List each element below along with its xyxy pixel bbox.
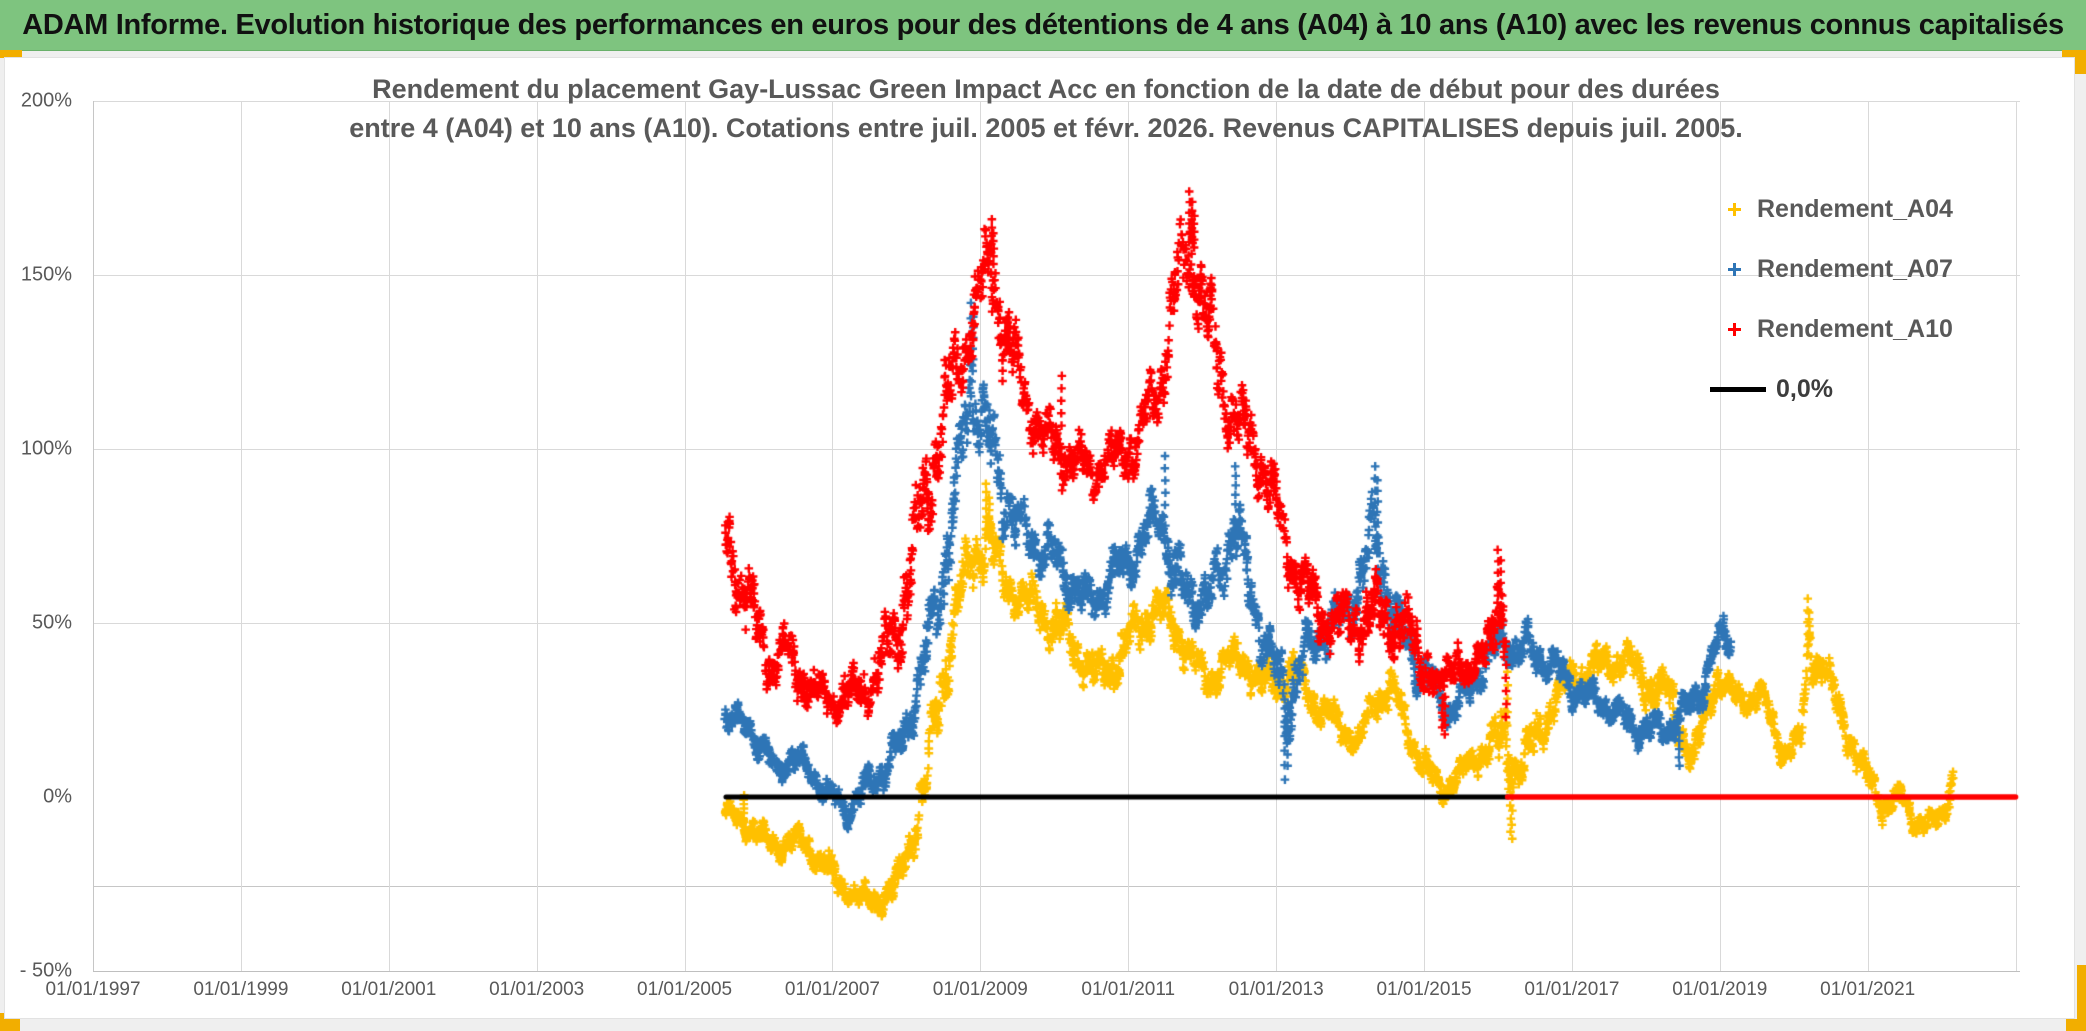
x-axis-label: 01/01/2005	[637, 979, 733, 1000]
chart-title-line1: Rendement du placement Gay-Lussac Green …	[372, 74, 1720, 104]
legend-marker-a10-icon	[1728, 323, 1741, 336]
legend-label-a10: Rendement_A10	[1757, 315, 1953, 343]
x-axis-label: 01/01/1997	[45, 979, 141, 1000]
legend: Rendement_A04 Rendement_A07 Rendement_A1…	[1710, 190, 1953, 409]
x-axis-label: 01/01/2021	[1820, 979, 1916, 1000]
x-axis-label: 01/01/2019	[1672, 979, 1768, 1000]
x-axis-label: 01/01/2009	[932, 979, 1028, 1000]
x-axis-label: 01/01/2013	[1228, 979, 1324, 1000]
x-axis-label: 01/01/2017	[1524, 979, 1620, 1000]
legend-zero-line-icon	[1710, 387, 1766, 392]
x-axis-label: 01/01/2011	[1081, 979, 1176, 1000]
x-axis-label: 01/01/1999	[193, 979, 289, 1000]
y-axis-label: - 50%	[19, 959, 72, 982]
y-axis-label: 0%	[43, 785, 72, 808]
legend-marker-a07-icon	[1728, 263, 1741, 276]
x-axis-label: 01/01/2007	[784, 979, 880, 1000]
x-axis-label: 01/01/2003	[489, 979, 585, 1000]
legend-item-a10: Rendement_A10	[1728, 310, 1953, 349]
legend-item-a07: Rendement_A07	[1728, 250, 1953, 289]
legend-item-a04: Rendement_A04	[1728, 190, 1953, 229]
chart-title: Rendement du placement Gay-Lussac Green …	[246, 70, 1846, 148]
y-axis-label: 50%	[31, 611, 72, 634]
y-axis-label: 200%	[20, 89, 72, 112]
y-axis-label: 100%	[20, 437, 72, 460]
y-axis-label: 150%	[20, 263, 72, 286]
legend-label-zero: 0,0%	[1776, 375, 1833, 403]
legend-label-a07: Rendement_A07	[1757, 255, 1953, 283]
legend-item-zero: 0,0%	[1710, 370, 1953, 409]
x-axis-label: 01/01/2001	[341, 979, 437, 1000]
x-axis-label: 01/01/2015	[1376, 979, 1472, 1000]
legend-label-a04: Rendement_A04	[1757, 195, 1953, 223]
legend-marker-a04-icon	[1728, 203, 1741, 216]
chart-title-line2: entre 4 (A04) et 10 ans (A10). Cotations…	[349, 113, 1743, 143]
